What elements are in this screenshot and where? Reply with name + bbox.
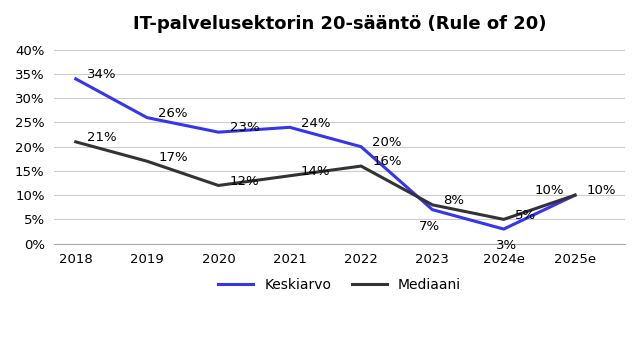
Text: 14%: 14%: [301, 165, 330, 178]
Mediaani: [143, 159, 151, 163]
Text: 5%: 5%: [515, 209, 536, 222]
Mediaani: [214, 183, 222, 188]
Mediaani: [72, 140, 79, 144]
Mediaani: [357, 164, 365, 168]
Text: 8%: 8%: [444, 194, 465, 207]
Text: 24%: 24%: [301, 117, 330, 130]
Text: 7%: 7%: [419, 220, 440, 233]
Line: Keskiarvo: Keskiarvo: [76, 79, 575, 229]
Keskiarvo: [572, 193, 579, 197]
Title: IT-palvelusektorin 20-sääntö (Rule of 20): IT-palvelusektorin 20-sääntö (Rule of 20…: [133, 15, 547, 33]
Mediaani: [500, 217, 508, 222]
Text: 20%: 20%: [372, 136, 402, 149]
Mediaani: [429, 203, 436, 207]
Mediaani: [286, 174, 294, 178]
Text: 16%: 16%: [372, 155, 402, 168]
Keskiarvo: [357, 145, 365, 149]
Text: 23%: 23%: [230, 121, 259, 134]
Text: 21%: 21%: [87, 131, 116, 144]
Keskiarvo: [214, 130, 222, 134]
Text: 17%: 17%: [158, 150, 188, 163]
Text: 12%: 12%: [230, 175, 259, 188]
Text: 10%: 10%: [586, 184, 616, 197]
Text: 3%: 3%: [496, 239, 517, 252]
Text: 34%: 34%: [87, 68, 116, 81]
Keskiarvo: [72, 77, 79, 81]
Keskiarvo: [500, 227, 508, 231]
Mediaani: [572, 193, 579, 197]
Keskiarvo: [286, 125, 294, 130]
Line: Mediaani: Mediaani: [76, 142, 575, 219]
Text: 10%: 10%: [534, 184, 564, 197]
Keskiarvo: [143, 116, 151, 120]
Keskiarvo: [429, 208, 436, 212]
Legend: Keskiarvo, Mediaani: Keskiarvo, Mediaani: [213, 273, 467, 298]
Text: 26%: 26%: [158, 107, 188, 120]
